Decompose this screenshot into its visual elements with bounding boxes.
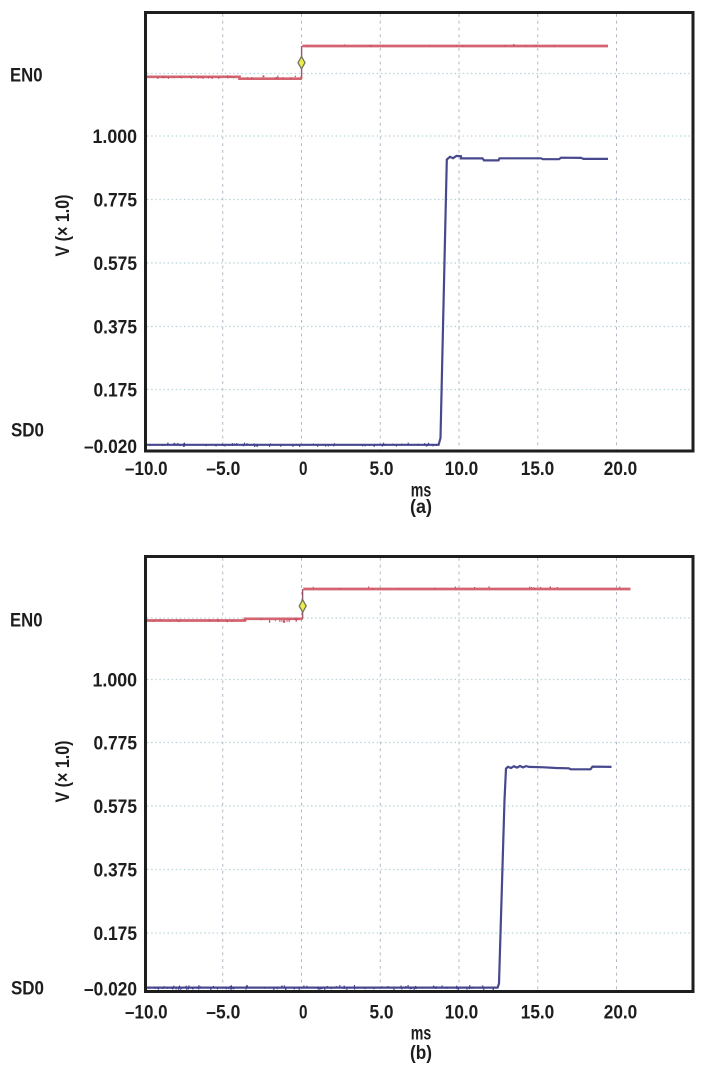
svg-text:V (× 1.0): V (× 1.0) [53,741,74,803]
svg-text:10.0: 10.0 [445,459,479,480]
svg-text:0.775: 0.775 [94,733,138,754]
svg-text:0.375: 0.375 [94,860,138,881]
svg-text:0: 0 [299,1003,308,1024]
svg-text:10.0: 10.0 [445,1003,479,1024]
svg-text:SD0: SD0 [11,421,44,442]
svg-text:–10.0: –10.0 [125,1003,168,1024]
svg-text:–5.0: –5.0 [206,459,240,480]
svg-text:15.0: 15.0 [521,459,555,480]
svg-text:–10.0: –10.0 [125,459,168,480]
svg-text:(a): (a) [410,497,432,518]
svg-text:ms: ms [411,481,432,502]
svg-text:–0.020: –0.020 [84,979,137,1000]
svg-text:–5.0: –5.0 [206,1003,240,1024]
svg-text:0.375: 0.375 [94,317,138,338]
svg-text:1.000: 1.000 [93,127,138,148]
svg-text:0.175: 0.175 [94,924,138,945]
svg-text:V (× 1.0): V (× 1.0) [53,195,74,257]
svg-text:–0.020: –0.020 [84,437,137,458]
svg-text:(b): (b) [410,1043,432,1064]
svg-text:EN0: EN0 [10,611,43,632]
svg-text:5.0: 5.0 [370,1003,394,1024]
svg-text:20.0: 20.0 [604,459,638,480]
svg-text:20.0: 20.0 [604,1003,638,1024]
svg-text:0: 0 [299,459,308,480]
svg-text:0.775: 0.775 [94,190,138,211]
svg-text:0.175: 0.175 [94,380,138,401]
svg-text:15.0: 15.0 [521,1003,555,1024]
svg-text:0.575: 0.575 [94,797,138,818]
svg-text:0.575: 0.575 [94,254,138,275]
svg-text:ms: ms [411,1024,432,1045]
svg-text:5.0: 5.0 [370,459,394,480]
svg-text:1.000: 1.000 [93,670,138,691]
svg-text:SD0: SD0 [11,979,44,1000]
svg-text:EN0: EN0 [10,66,43,87]
